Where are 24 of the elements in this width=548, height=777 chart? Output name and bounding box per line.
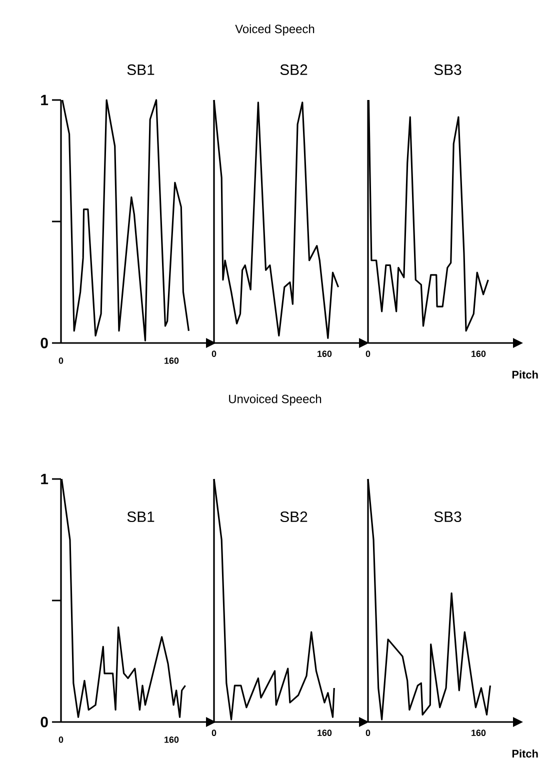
text: SB2 [280, 511, 308, 522]
x-tick-label: 0 [212, 730, 216, 736]
chart-title: SB2 [280, 64, 308, 75]
y-tick-label: 1 [41, 94, 48, 106]
x-tick-label: 160 [472, 350, 486, 357]
chart-subtitle: Voiced Speech [235, 24, 314, 36]
x-tick-label: 0 [366, 350, 370, 357]
x-tick-label: 160 [164, 358, 179, 364]
x-axis-title: Pitch [512, 750, 538, 758]
x-tick-label: 160 [318, 350, 332, 357]
text: SB3 [434, 511, 462, 522]
x-axis-title: Pitch [512, 370, 538, 379]
text: SB1 [127, 511, 154, 522]
x-tick-label: 160 [318, 730, 332, 736]
chart-title: SB1 [127, 64, 154, 75]
y-tick-label: 0 [40, 338, 48, 348]
x-tick-label: 0 [366, 730, 370, 736]
x-tick-label: 160 [472, 730, 486, 736]
chart-subtitle: Unvoiced Speech [229, 394, 322, 406]
y-tick-label: 1 [41, 474, 48, 484]
y-tick-label: 0 [40, 716, 48, 728]
x-tick-label: 0 [212, 350, 216, 357]
chart-title: SB3 [434, 64, 462, 75]
x-tick-label: 160 [164, 736, 179, 743]
